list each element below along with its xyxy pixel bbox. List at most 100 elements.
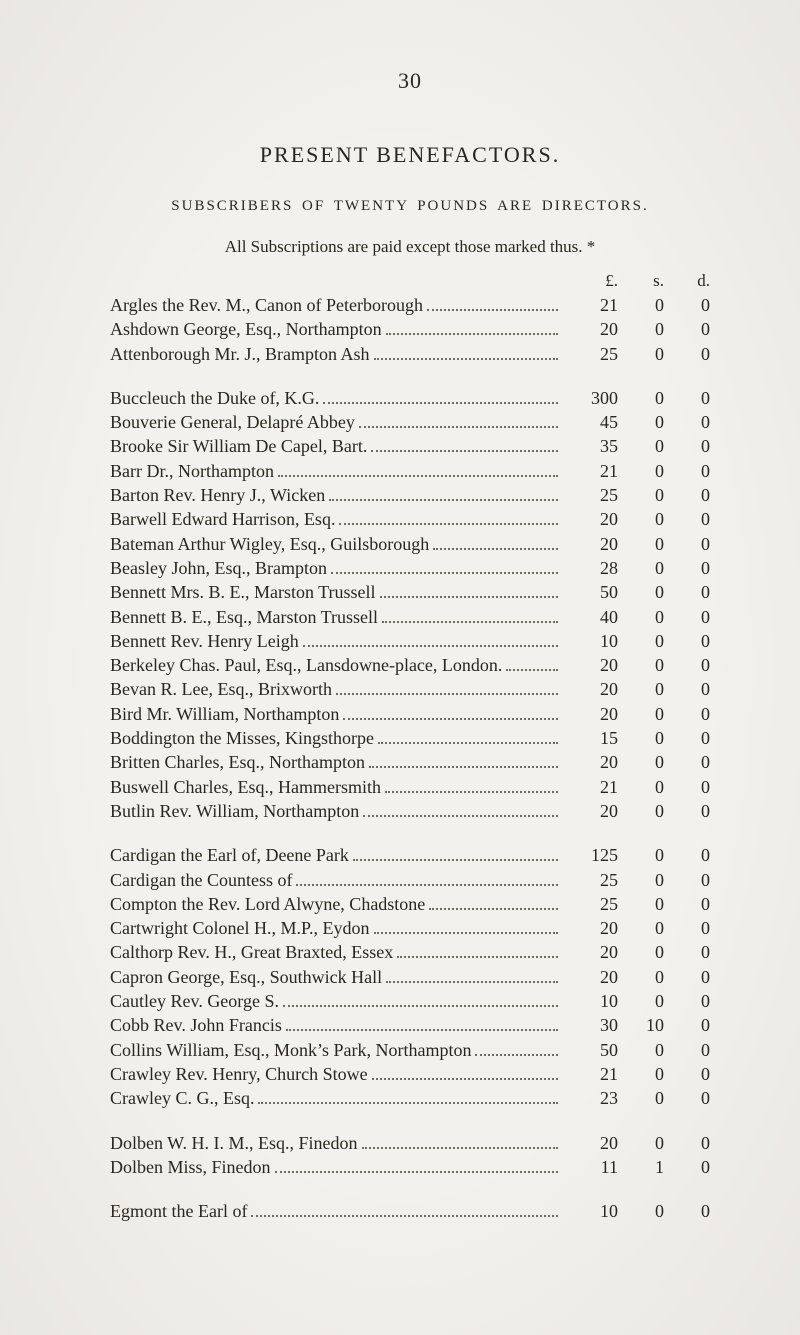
benefactor-name: Britten Charles, Esq., Northampton (110, 750, 365, 774)
amount-pounds: 20 (562, 965, 618, 989)
leader-dots (397, 947, 558, 959)
leader-dots (382, 611, 558, 623)
amount-pence: 0 (664, 556, 710, 580)
leader-dots (433, 538, 558, 550)
benefactor-name: Dolben W. H. I. M., Esq., Finedon (110, 1131, 358, 1155)
amount-shillings: 0 (618, 1199, 664, 1223)
header-spacer (110, 271, 562, 291)
amount-pounds: 28 (562, 556, 618, 580)
benefactor-entry: Cautley Rev. George S.1000 (110, 989, 710, 1013)
amount-shillings: 0 (618, 459, 664, 483)
amount-shillings: 0 (618, 892, 664, 916)
leader-dots (283, 995, 558, 1007)
leader-dots (362, 1137, 559, 1149)
leader-dots (369, 756, 558, 768)
amount-pounds: 23 (562, 1086, 618, 1110)
amount-pence: 0 (664, 965, 710, 989)
benefactor-name: Crawley C. G., Esq. (110, 1086, 254, 1110)
subscription-note: All Subscriptions are paid except those … (110, 237, 710, 257)
benefactor-group: Dolben W. H. I. M., Esq., Finedon2000Dol… (110, 1131, 710, 1180)
leader-dots (429, 898, 558, 910)
benefactor-entry: Cardigan the Countess of2500 (110, 868, 710, 892)
amount-shillings: 0 (618, 677, 664, 701)
benefactor-name: Brooke Sir William De Capel, Bart. (110, 434, 367, 458)
col-header-pence: d. (664, 271, 710, 291)
amount-pounds: 10 (562, 1199, 618, 1223)
amount-shillings: 0 (618, 1038, 664, 1062)
leader-dots (275, 1161, 558, 1173)
leader-dots (506, 659, 558, 671)
leader-dots (380, 586, 558, 598)
leader-dots (427, 299, 558, 311)
amount-pence: 0 (664, 532, 710, 556)
benefactor-entry: Capron George, Esq., Southwick Hall2000 (110, 965, 710, 989)
amount-pounds: 10 (562, 989, 618, 1013)
amount-pence: 0 (664, 868, 710, 892)
leader-dots (329, 489, 558, 501)
benefactor-name: Bennett B. E., Esq., Marston Trussell (110, 605, 378, 629)
benefactor-name: Bevan R. Lee, Esq., Brixworth (110, 677, 332, 701)
benefactor-name: Bennett Rev. Henry Leigh (110, 629, 299, 653)
benefactor-entry: Butlin Rev. William, Northampton2000 (110, 799, 710, 823)
benefactor-name: Barton Rev. Henry J., Wicken (110, 483, 325, 507)
benefactor-name: Dolben Miss, Finedon (110, 1155, 271, 1179)
column-header-row: £. s. d. (110, 271, 710, 291)
benefactor-entry: Crawley C. G., Esq.2300 (110, 1086, 710, 1110)
amount-shillings: 0 (618, 916, 664, 940)
leader-dots (374, 922, 559, 934)
leader-dots (278, 465, 558, 477)
benefactor-entry: Boddington the Misses, Kingsthorpe1500 (110, 726, 710, 750)
subtitle: SUBSCRIBERS OF TWENTY POUNDS ARE DIRECTO… (110, 198, 710, 215)
amount-shillings: 0 (618, 775, 664, 799)
amount-pounds: 21 (562, 293, 618, 317)
benefactor-entry: Attenborough Mr. J., Brampton Ash2500 (110, 342, 710, 366)
amount-pence: 0 (664, 799, 710, 823)
amount-pence: 0 (664, 410, 710, 434)
amount-shillings: 0 (618, 1062, 664, 1086)
leader-dots (378, 732, 558, 744)
leader-dots (251, 1205, 558, 1217)
amount-pounds: 20 (562, 653, 618, 677)
amount-pence: 0 (664, 342, 710, 366)
benefactor-name: Bennett Mrs. B. E., Marston Trussell (110, 580, 376, 604)
amount-pence: 0 (664, 775, 710, 799)
benefactor-name: Calthorp Rev. H., Great Braxted, Essex (110, 940, 393, 964)
benefactor-entry: Dolben W. H. I. M., Esq., Finedon2000 (110, 1131, 710, 1155)
amount-pence: 0 (664, 916, 710, 940)
amount-pence: 0 (664, 1086, 710, 1110)
amount-shillings: 0 (618, 386, 664, 410)
amount-shillings: 0 (618, 293, 664, 317)
amount-pence: 0 (664, 653, 710, 677)
amount-pence: 0 (664, 1062, 710, 1086)
amount-shillings: 1 (618, 1155, 664, 1179)
amount-pounds: 50 (562, 580, 618, 604)
amount-pounds: 20 (562, 677, 618, 701)
leader-dots (475, 1044, 558, 1056)
page-number: 30 (110, 68, 710, 94)
leader-dots (363, 805, 558, 817)
leader-dots (303, 635, 558, 647)
benefactor-entry: Buccleuch the Duke of, K.G.30000 (110, 386, 710, 410)
benefactor-entry: Dolben Miss, Finedon1110 (110, 1155, 710, 1179)
benefactor-group: Argles the Rev. M., Canon of Peterboroug… (110, 293, 710, 366)
amount-pounds: 20 (562, 507, 618, 531)
amount-pounds: 20 (562, 940, 618, 964)
benefactor-name: Beasley John, Esq., Brampton (110, 556, 327, 580)
benefactor-entry: Bennett Rev. Henry Leigh1000 (110, 629, 710, 653)
benefactor-name: Collins William, Esq., Monk’s Park, Nort… (110, 1038, 471, 1062)
amount-pence: 0 (664, 989, 710, 1013)
amount-pence: 0 (664, 386, 710, 410)
amount-pence: 0 (664, 940, 710, 964)
benefactor-name: Buccleuch the Duke of, K.G. (110, 386, 319, 410)
amount-pounds: 10 (562, 629, 618, 653)
amount-pounds: 25 (562, 342, 618, 366)
document-page: 30 PRESENT BENEFACTORS. SUBSCRIBERS OF T… (0, 0, 800, 1283)
benefactor-name: Bird Mr. William, Northampton (110, 702, 339, 726)
benefactor-name: Barr Dr., Northampton (110, 459, 274, 483)
benefactor-name: Buswell Charles, Esq., Hammersmith (110, 775, 381, 799)
amount-pounds: 125 (562, 843, 618, 867)
benefactor-name: Cautley Rev. George S. (110, 989, 279, 1013)
amount-pounds: 20 (562, 532, 618, 556)
amount-pounds: 20 (562, 916, 618, 940)
leader-dots (353, 849, 558, 861)
